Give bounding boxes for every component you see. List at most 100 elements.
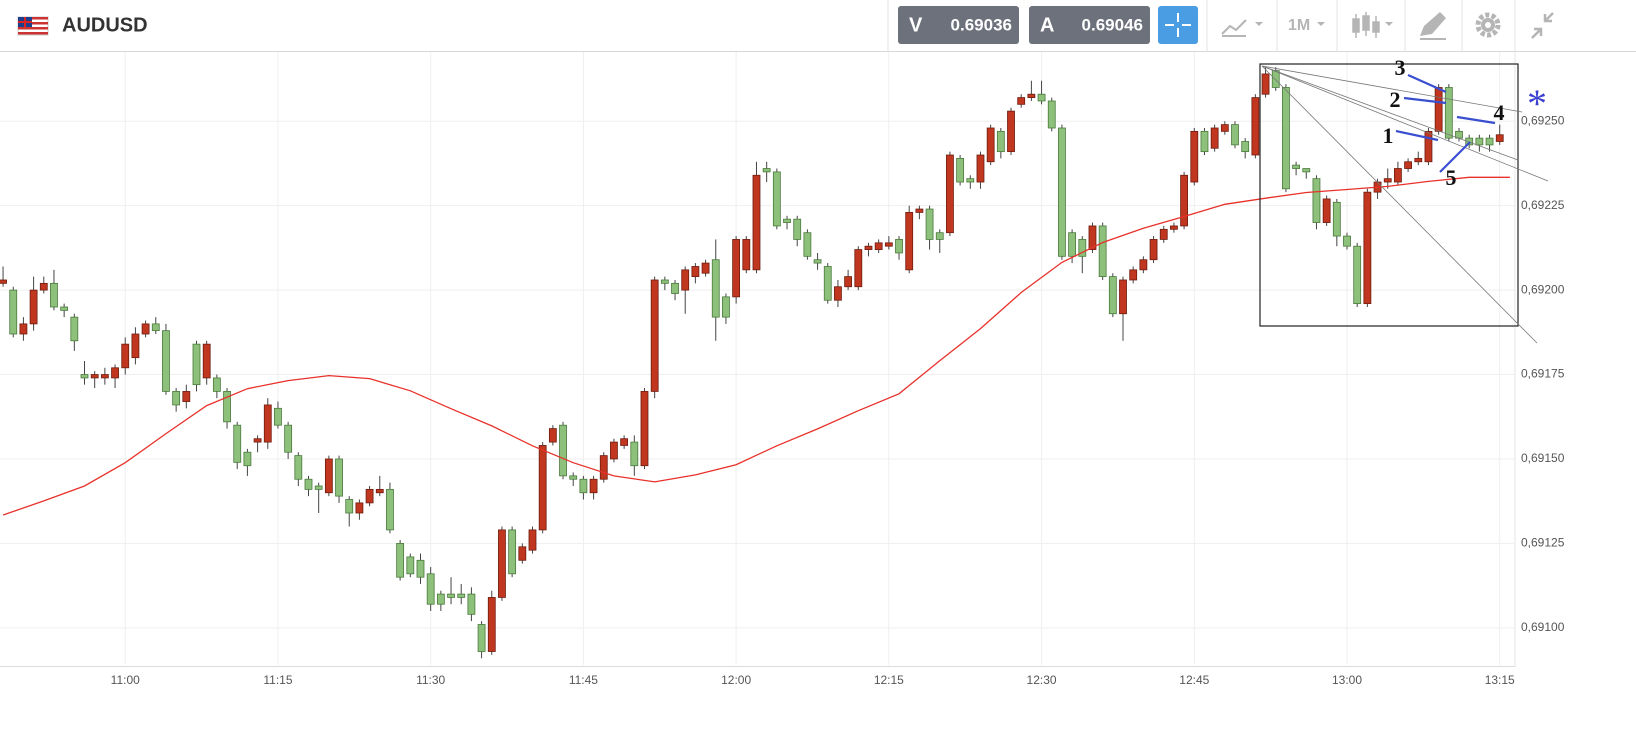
candle-body xyxy=(854,249,863,288)
candle-body xyxy=(1159,228,1168,240)
candle-body xyxy=(1485,137,1494,146)
timeframe-caret xyxy=(1317,22,1325,26)
candle-body xyxy=(650,279,659,392)
candle-body xyxy=(243,451,252,467)
candle-type-button[interactable] xyxy=(1352,12,1393,38)
candle-body xyxy=(212,377,221,392)
candle-body xyxy=(19,323,28,335)
candle-body xyxy=(345,499,354,514)
candle-body xyxy=(467,593,476,615)
candle-body xyxy=(1383,178,1392,183)
drawing-tools xyxy=(1259,63,1549,344)
candle-body xyxy=(1119,279,1127,315)
annotations: 3 2 1 4 5 * xyxy=(1383,55,1548,190)
candle-body xyxy=(1088,225,1097,250)
candle-body xyxy=(294,455,303,480)
candle-body xyxy=(559,424,567,477)
candle-body xyxy=(162,330,170,392)
candle-body xyxy=(1312,178,1321,223)
candle-body xyxy=(192,343,201,386)
candle-body xyxy=(1444,87,1453,139)
chart-type-button[interactable] xyxy=(1221,19,1263,37)
x-tick-label: 12:15 xyxy=(874,673,904,687)
x-tick-label: 11:45 xyxy=(569,673,598,687)
candle-body xyxy=(640,391,649,467)
candle-body xyxy=(274,407,282,426)
candle-body xyxy=(1495,134,1504,142)
grid: 0,69100 0,69125 0,69150 0,69175 0,69200 0,692… xyxy=(0,52,1565,687)
buy-button[interactable] xyxy=(1029,6,1150,44)
candle-body xyxy=(762,168,771,173)
candle-body xyxy=(100,374,109,379)
timeframe-button[interactable]: 1M xyxy=(1288,17,1310,34)
candle-body xyxy=(722,296,730,318)
settings-button[interactable] xyxy=(1475,12,1501,38)
candle-body xyxy=(284,424,293,453)
candle-body xyxy=(701,262,710,274)
candle-body xyxy=(986,127,995,163)
x-tick-label: 12:45 xyxy=(1179,673,1209,687)
candle-body xyxy=(589,478,598,494)
toolbar xyxy=(0,0,1636,52)
moving-average-line xyxy=(2,176,1510,516)
candle-body xyxy=(1210,127,1219,149)
candle-body xyxy=(1108,276,1117,315)
candle-body xyxy=(620,438,629,446)
candle-body xyxy=(477,624,486,652)
candle-body xyxy=(742,239,751,271)
candle-body xyxy=(9,289,18,335)
candle-body xyxy=(111,367,119,379)
candle-body xyxy=(1129,269,1138,281)
candle-body xyxy=(457,593,466,598)
candle-body xyxy=(416,559,425,578)
candle-body xyxy=(976,154,985,183)
candle-body xyxy=(630,441,639,467)
candle-body xyxy=(752,174,761,271)
candle-body xyxy=(1332,201,1341,237)
candle-body xyxy=(996,130,1005,153)
candle-body xyxy=(0,279,7,284)
candle-body xyxy=(874,242,883,250)
y-tick-label: 0,69225 xyxy=(1521,198,1565,212)
x-tick-label: 13:15 xyxy=(1485,673,1515,687)
candle-body xyxy=(1078,239,1087,257)
flag xyxy=(17,16,49,36)
crosshair-button[interactable] xyxy=(1158,6,1198,44)
candle-body xyxy=(793,218,802,240)
candle-body xyxy=(884,242,893,247)
candle-body xyxy=(70,316,79,342)
sell-button[interactable] xyxy=(898,6,1019,44)
candle-body xyxy=(487,597,496,652)
candle-body xyxy=(131,333,140,359)
y-tick-label: 0,69175 xyxy=(1521,367,1565,381)
collapse-button[interactable] xyxy=(1531,12,1554,39)
candle-body xyxy=(60,306,69,311)
candle-body xyxy=(1200,130,1209,153)
annotation-label: 2 xyxy=(1390,87,1401,112)
candle-body xyxy=(498,529,506,598)
candle-body xyxy=(813,259,822,264)
candle-body xyxy=(610,441,618,460)
y-tick-label: 0,69100 xyxy=(1521,620,1565,634)
x-tick-label: 12:00 xyxy=(721,673,751,687)
candle-body xyxy=(895,239,903,254)
candle-body xyxy=(375,488,384,494)
candle-body xyxy=(233,424,242,463)
candle-body xyxy=(355,502,364,514)
x-tick-label: 11:15 xyxy=(263,673,292,687)
candle-body xyxy=(172,391,181,406)
candle-body xyxy=(569,475,578,480)
candle-body xyxy=(1271,70,1280,88)
candle-body xyxy=(803,232,812,257)
candle-body xyxy=(90,374,99,379)
candle-body xyxy=(1302,168,1311,173)
candle-body xyxy=(1434,87,1443,132)
draw-button[interactable] xyxy=(1420,12,1446,40)
annotation-label: 5 xyxy=(1446,165,1457,190)
candle-body xyxy=(1241,141,1250,153)
candle-body xyxy=(324,458,333,494)
candle-body xyxy=(518,546,527,561)
candle-body xyxy=(1047,100,1056,129)
candle-body xyxy=(1424,130,1433,163)
